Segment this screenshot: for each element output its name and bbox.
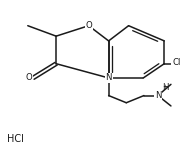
Text: N: N	[155, 91, 161, 100]
Text: O: O	[85, 21, 92, 30]
Text: +: +	[163, 84, 168, 89]
Text: H: H	[163, 83, 169, 92]
Text: Cl: Cl	[172, 58, 181, 67]
Text: HCl: HCl	[7, 134, 24, 144]
Text: N: N	[105, 73, 112, 82]
Text: O: O	[25, 73, 32, 82]
